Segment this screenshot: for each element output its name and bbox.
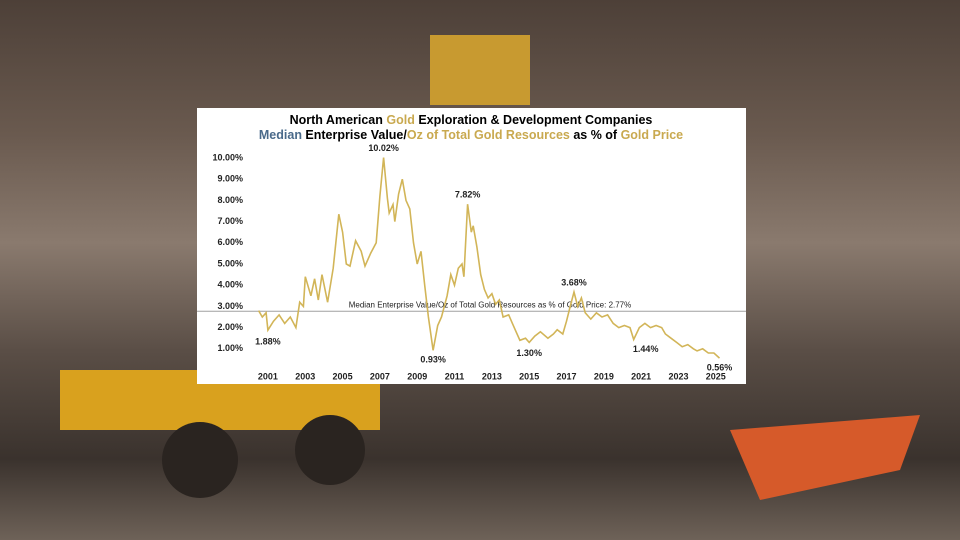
x-tick-label: 2009: [407, 371, 427, 381]
chart-subtitle: Median Enterprise Value/Oz of Total Gold…: [259, 128, 683, 142]
subtitle-part: as % of: [570, 128, 621, 142]
x-tick-label: 2015: [519, 371, 539, 381]
title-part: Gold: [386, 113, 414, 127]
x-tick-label: 2025: [706, 371, 726, 381]
annotation: 1.44%: [633, 344, 659, 354]
reference-label: Median Enterprise Value/Oz of Total Gold…: [349, 300, 632, 309]
truck-wheel: [295, 415, 365, 485]
annotation: 3.68%: [561, 277, 587, 287]
y-tick-label: 4.00%: [217, 280, 243, 290]
y-tick-label: 7.00%: [217, 216, 243, 226]
y-tick-label: 1.00%: [217, 343, 243, 353]
annotation: 1.30%: [516, 348, 542, 358]
subtitle-part: Enterprise Value/: [302, 128, 407, 142]
x-tick-label: 2001: [258, 371, 278, 381]
x-tick-label: 2005: [333, 371, 353, 381]
y-tick-label: 6.00%: [217, 237, 243, 247]
chart-title: North American Gold Exploration & Develo…: [290, 113, 653, 127]
subtitle-part: Gold Price: [621, 128, 684, 142]
subtitle-part: Median: [259, 128, 302, 142]
y-tick-label: 5.00%: [217, 258, 243, 268]
title-part: North American: [290, 113, 387, 127]
y-tick-label: 8.00%: [217, 195, 243, 205]
x-tick-label: 2019: [594, 371, 614, 381]
subtitle-part: Oz of Total Gold Resources: [407, 128, 570, 142]
x-tick-label: 2021: [631, 371, 651, 381]
truck-wheel: [162, 422, 238, 498]
annotation: 0.93%: [420, 355, 446, 365]
y-tick-label: 9.00%: [217, 174, 243, 184]
y-tick-label: 10.00%: [212, 152, 243, 162]
orange-truck: [730, 415, 920, 500]
x-tick-label: 2007: [370, 371, 390, 381]
annotation: 7.82%: [455, 190, 481, 200]
annotation: 10.02%: [368, 143, 399, 153]
x-tick-label: 2017: [556, 371, 576, 381]
x-tick-label: 2011: [445, 371, 465, 381]
x-tick-label: 2013: [482, 371, 502, 381]
data-line: [257, 157, 721, 359]
annotation: 0.56%: [707, 363, 733, 373]
x-tick-label: 2003: [295, 371, 315, 381]
annotation: 1.88%: [255, 337, 281, 347]
title-part: Exploration & Development Companies: [415, 113, 653, 127]
y-tick-label: 3.00%: [217, 301, 243, 311]
chart-panel: [197, 108, 746, 384]
y-tick-label: 2.00%: [217, 322, 243, 332]
x-tick-label: 2023: [668, 371, 688, 381]
bulldozer: [430, 35, 530, 105]
